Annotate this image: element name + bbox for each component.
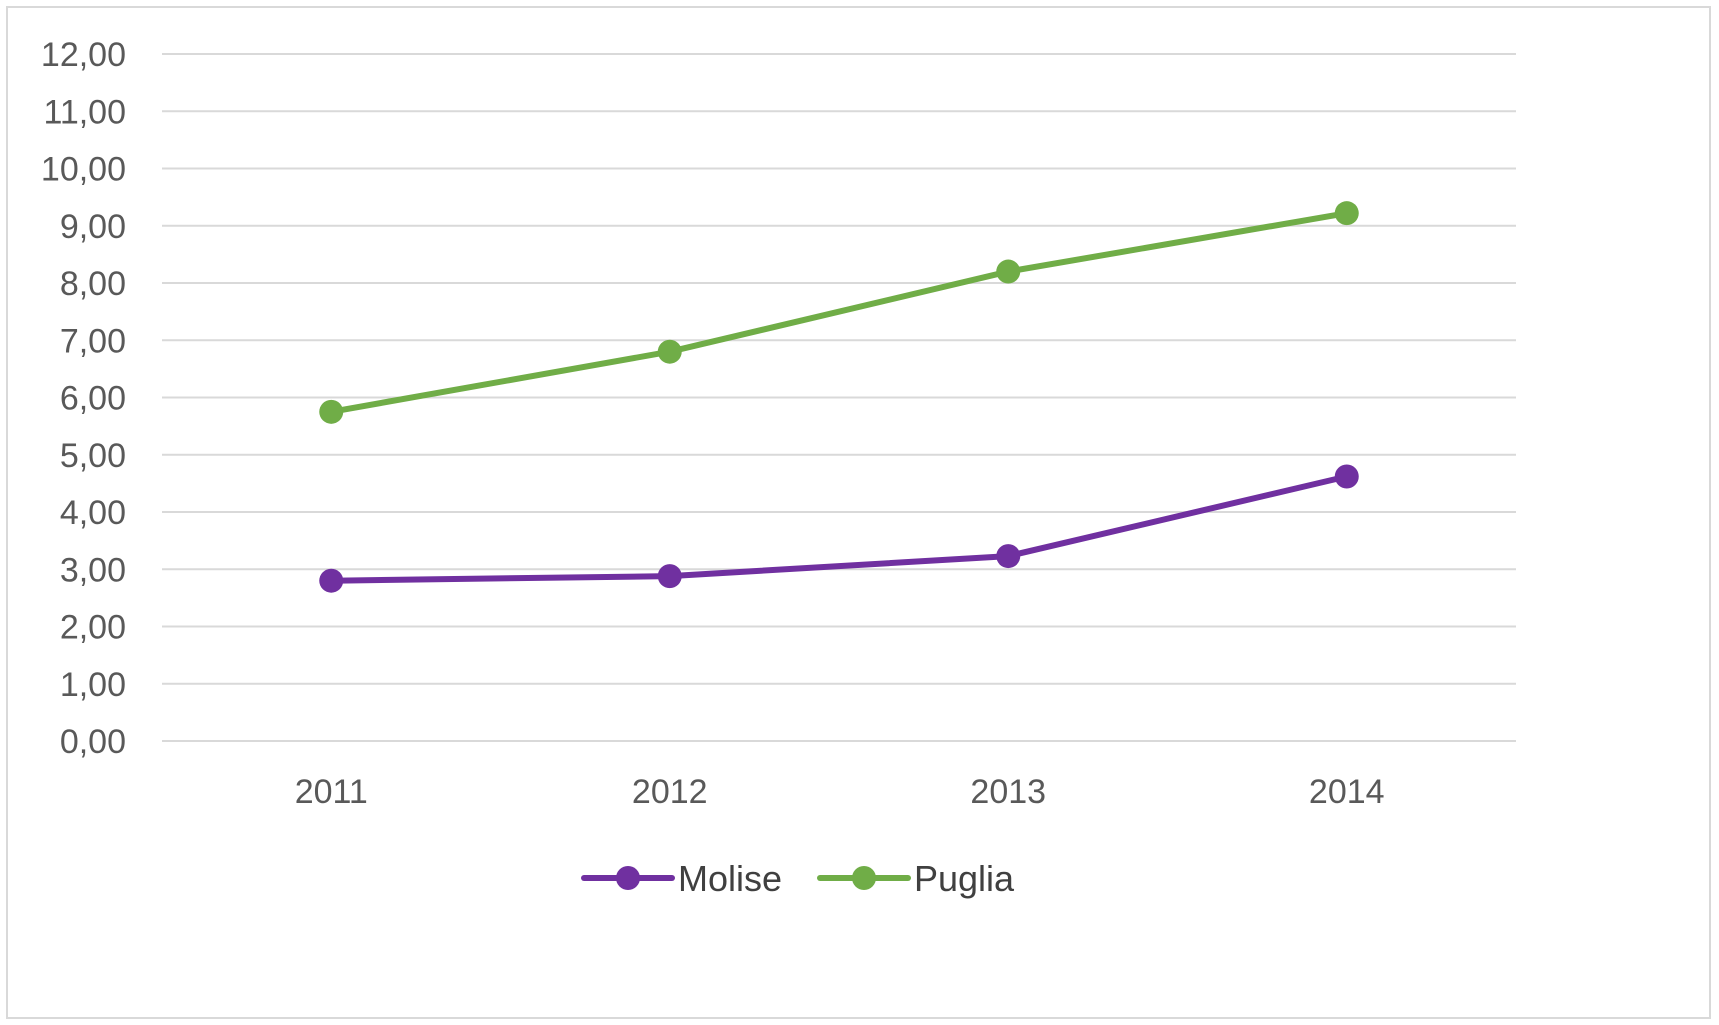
y-tick-label: 3,00 [60, 551, 126, 589]
y-tick-label: 0,00 [60, 723, 126, 761]
y-tick-label: 7,00 [60, 322, 126, 360]
data-point-puglia [319, 399, 344, 424]
line-chart: 0,00 1,00 2,00 3,00 4,00 5,00 6,00 7,00 8,00 9,00… [41, 36, 1516, 899]
x-tick-label: 2014 [1309, 773, 1385, 811]
series-lines [319, 201, 1359, 593]
legend-item-molise: Molise [581, 858, 782, 899]
y-tick-label: 5,00 [60, 437, 126, 475]
x-tick-label: 2012 [632, 773, 708, 811]
data-point-molise [1334, 464, 1359, 489]
chart-frame: 0,00 1,00 2,00 3,00 4,00 5,00 6,00 7,00 8,00 9,00… [6, 6, 1711, 1019]
y-tick-label: 9,00 [60, 208, 126, 246]
data-point-molise [657, 564, 682, 589]
data-point-puglia [1334, 201, 1359, 226]
y-tick-label: 10,00 [41, 151, 126, 189]
legend-marker [852, 866, 876, 890]
data-point-molise [996, 544, 1021, 569]
y-tick-label: 6,00 [60, 380, 126, 418]
y-tick-label: 8,00 [60, 265, 126, 303]
legend-item-puglia: Puglia [817, 858, 1015, 899]
y-tick-label: 2,00 [60, 609, 126, 647]
y-tick-label: 1,00 [60, 666, 126, 704]
y-tick-label: 12,00 [41, 36, 126, 74]
legend-marker [616, 866, 640, 890]
gridlines [162, 53, 1516, 742]
legend: Molise Puglia [581, 858, 1015, 899]
x-tick-label: 2011 [295, 773, 368, 811]
legend-label: Puglia [914, 858, 1015, 899]
legend-label: Molise [678, 858, 782, 899]
y-tick-label: 4,00 [60, 494, 126, 532]
axis-labels: 0,00 1,00 2,00 3,00 4,00 5,00 6,00 7,00 8,00 9,00… [41, 36, 1385, 811]
series-line-molise [328, 473, 1350, 584]
series-line-puglia [328, 210, 1350, 415]
y-tick-label: 11,00 [43, 93, 126, 131]
x-tick-label: 2013 [970, 773, 1046, 811]
data-point-puglia [657, 339, 682, 364]
data-point-puglia [996, 259, 1021, 284]
data-point-molise [319, 568, 344, 593]
